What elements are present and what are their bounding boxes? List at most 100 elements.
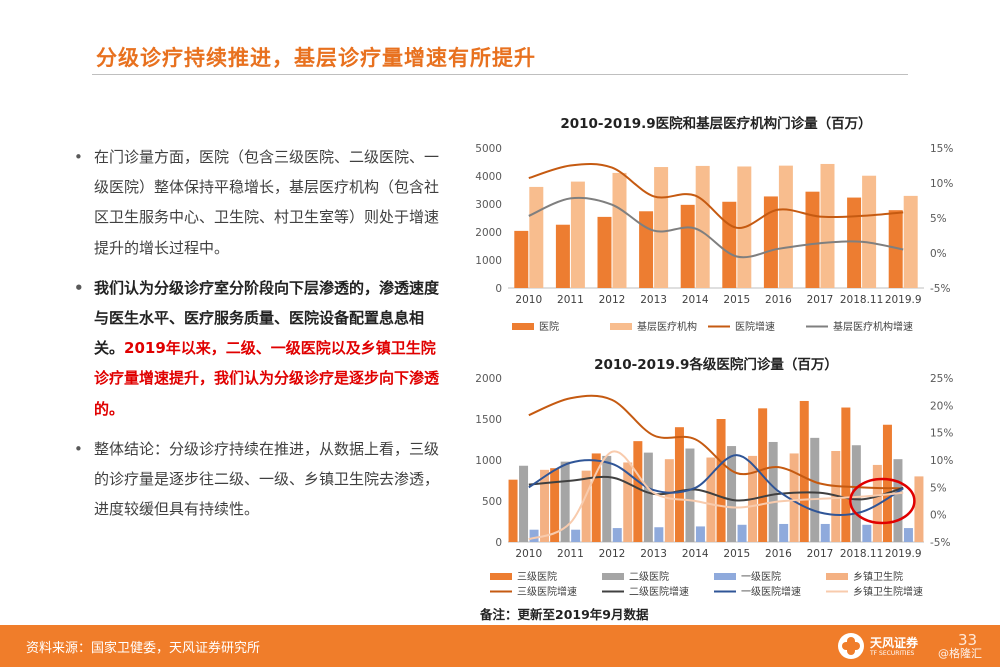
bar-4 — [664, 459, 674, 542]
bar-3 — [737, 524, 747, 542]
bar-2 — [851, 445, 861, 542]
bar-4 — [623, 462, 633, 542]
x-tick-label: 2012 — [599, 294, 626, 306]
chart-note: 备注：更新至2019年9月数据 — [480, 607, 649, 622]
y-tick-label: 1000 — [475, 455, 502, 467]
bar-3 — [612, 528, 622, 542]
y-tick-label: 1000 — [475, 255, 502, 267]
highlight-circle — [849, 477, 916, 525]
bar-2 — [768, 441, 778, 542]
series-line-3 — [528, 454, 904, 517]
y2-tick-label: 10% — [930, 455, 953, 467]
series-line-1 — [528, 394, 904, 490]
bar-2 — [570, 181, 585, 288]
bar-1 — [508, 479, 518, 542]
x-tick-label: 2017 — [807, 548, 834, 560]
series-line-4 — [528, 450, 904, 541]
bar-1 — [514, 230, 529, 288]
x-tick-label: 2016 — [765, 548, 792, 560]
y-tick-label: 2000 — [475, 373, 502, 385]
bar-2 — [612, 172, 627, 288]
bar-2 — [560, 461, 570, 542]
bar-2 — [529, 186, 544, 288]
x-tick-label: 2019.9 — [885, 294, 922, 306]
bar-3 — [862, 524, 872, 542]
legend-swatch — [714, 573, 736, 580]
bar-2 — [654, 167, 669, 288]
bullet-list: 在门诊量方面，医院（包含三级医院、二级医院、一级医院）整体保持平稳增长，基层医疗… — [72, 142, 450, 534]
y-tick-label: 2000 — [475, 227, 502, 239]
bar-1 — [639, 211, 654, 288]
x-tick-label: 2018.11 — [840, 548, 883, 560]
legend-label: 三级医院增速 — [517, 585, 577, 598]
bar-3 — [654, 527, 664, 542]
bar-2 — [810, 437, 820, 542]
bar-4 — [789, 453, 799, 542]
bar-1 — [799, 400, 809, 542]
bar-1 — [591, 453, 601, 542]
y-tick-label: 500 — [482, 496, 502, 508]
company-logo: 天风证券 TF SECURITIES — [838, 633, 958, 661]
chart-title: 2010-2019.9医院和基层医疗机构门诊量（百万） — [560, 115, 871, 132]
bar-2 — [893, 459, 903, 542]
x-tick-label: 2010 — [515, 548, 542, 560]
legend-label: 二级医院增速 — [629, 585, 689, 598]
legend-label: 二级医院 — [629, 570, 669, 583]
x-tick-label: 2019.9 — [885, 548, 922, 560]
bullet-text: 在门诊量方面，医院（包含三级医院、二级医院、一级医院）整体保持平稳增长，基层医疗… — [94, 148, 440, 257]
series-line-2 — [528, 196, 904, 259]
x-tick-label: 2011 — [557, 294, 584, 306]
y2-tick-label: -5% — [930, 283, 950, 295]
bullet-item: 在门诊量方面，医院（包含三级医院、二级医院、一级医院）整体保持平稳增长，基层医疗… — [72, 142, 450, 263]
bar-2 — [820, 163, 835, 288]
bar-2 — [903, 195, 918, 288]
x-tick-label: 2010 — [515, 294, 542, 306]
bar-2 — [862, 175, 877, 288]
bullet-highlight-text: 2019年以来，二级、一级医院以及乡镇卫生院诊疗量增速提升，我们认为分级诊疗是逐… — [94, 339, 440, 418]
bar-1 — [597, 216, 612, 288]
bar-1 — [555, 224, 570, 288]
y2-tick-label: 25% — [930, 373, 953, 385]
bar-3 — [820, 523, 830, 542]
title-divider — [92, 74, 908, 75]
bar-3 — [779, 523, 789, 542]
x-tick-label: 2017 — [807, 294, 834, 306]
bar-1 — [550, 468, 560, 542]
y2-tick-label: 0% — [930, 510, 947, 522]
x-tick-label: 2013 — [640, 548, 667, 560]
y2-tick-label: 5% — [930, 482, 947, 494]
bullet-text: 我们认为分级诊疗室分阶段向下层渗透的，渗透速度与医生水平、医疗服务质量、医院设备… — [94, 278, 440, 358]
bar-1 — [805, 191, 820, 288]
y-tick-label: 0 — [495, 283, 502, 295]
logo-name: 天风证券 — [870, 636, 919, 650]
footer-bar: 资料来源：国家卫健委，天风证券研究所 天风证券 TF SECURITIES 33… — [0, 625, 1000, 667]
bar-2 — [519, 465, 529, 542]
bar-1 — [847, 197, 862, 288]
legend-label: 基层医疗机构 — [637, 320, 697, 333]
bar-3 — [529, 529, 539, 542]
bullet-item: 我们认为分级诊疗室分阶段向下层渗透的，渗透速度与医生水平、医疗服务质量、医院设备… — [72, 273, 450, 424]
x-tick-label: 2012 — [599, 548, 626, 560]
legend-swatch — [826, 573, 848, 580]
y-tick-label: 5000 — [475, 143, 502, 155]
bullet-item: 整体结论：分级诊疗持续在推进，从数据上看，三级的诊疗量是逐步往二级、一级、乡镇卫… — [72, 434, 450, 525]
series-line-1 — [528, 162, 904, 229]
logo-flower-icon — [838, 633, 864, 659]
bar-2 — [602, 455, 612, 542]
x-tick-label: 2014 — [682, 548, 709, 560]
source-text: 资料来源：国家卫健委，天风证券研究所 — [26, 641, 261, 656]
bar-2 — [643, 452, 653, 542]
legend-swatch — [602, 573, 624, 580]
bar-1 — [882, 424, 892, 542]
legend-label: 乡镇卫生院增速 — [853, 585, 923, 598]
bar-4 — [540, 469, 550, 542]
x-tick-label: 2016 — [765, 294, 792, 306]
y-tick-label: 3000 — [475, 199, 502, 211]
legend-swatch — [512, 323, 534, 330]
y-tick-label: 0 — [495, 537, 502, 549]
bar-1 — [722, 201, 737, 288]
bar-2 — [695, 165, 710, 288]
page-number: 33 — [958, 631, 978, 649]
bar-2 — [727, 446, 737, 542]
bar-1 — [680, 204, 695, 288]
